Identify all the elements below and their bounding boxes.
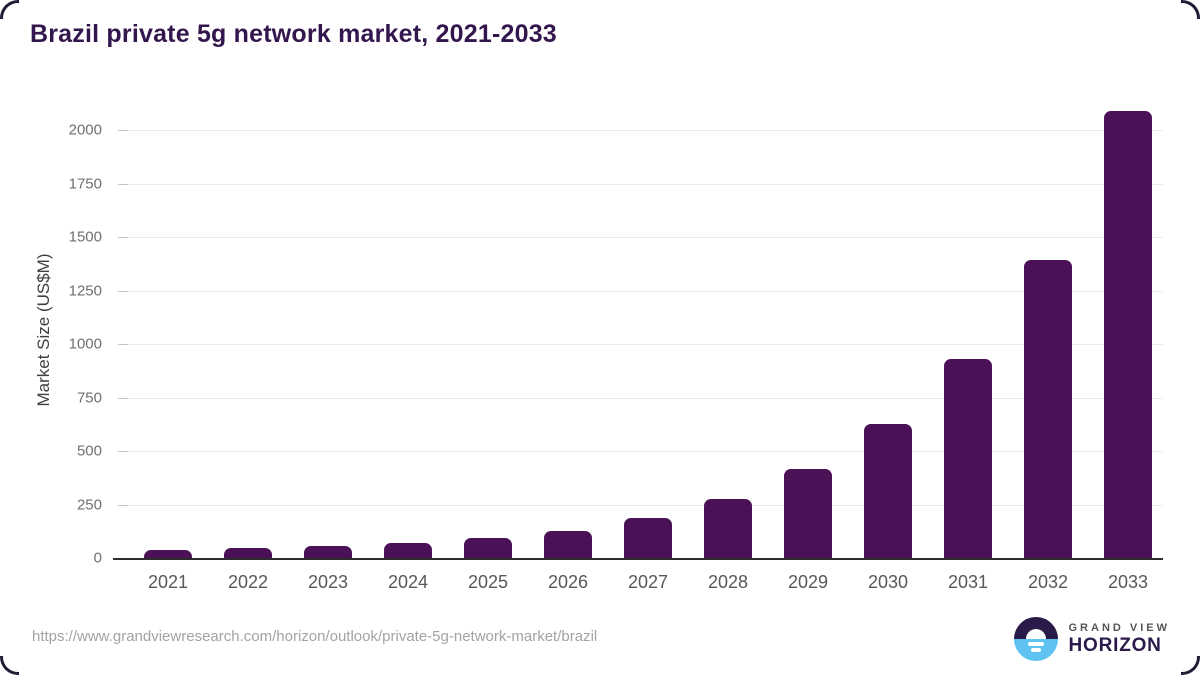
bar-2026 [544,530,592,558]
logo-grand-view-label: GRAND VIEW [1068,622,1170,634]
y-tick-label-1500: 1500 [68,228,102,246]
logo-text: GRAND VIEW HORIZON [1069,621,1171,657]
bar-2030 [864,424,912,558]
bar-2021 [144,550,192,558]
y-tick-mark [118,344,128,345]
bar-2032 [1024,259,1072,558]
gridline-1500 [128,237,1163,238]
y-tick-label-1250: 1250 [68,282,102,299]
icon-reflection-line [1027,642,1044,646]
bar-2029 [784,469,832,558]
x-tick-label-2027: 2027 [627,572,669,592]
x-tick-label-2028: 2028 [707,572,749,592]
y-tick-label-2000: 2000 [68,121,102,139]
y-tick-label-250: 250 [76,496,102,513]
x-tick-label-2032: 2032 [1027,572,1069,592]
x-tick-label-2029: 2029 [787,572,829,592]
x-tick-label-2033: 2033 [1107,572,1149,592]
bar-2025 [464,538,512,558]
bar-2028 [704,499,752,558]
x-tick-label-2025: 2025 [467,572,509,592]
x-tick-label-2026: 2026 [547,572,589,592]
horizon-sun-icon [1013,617,1058,661]
y-tick-label-1000: 1000 [68,335,102,353]
y-tick-mark [118,397,128,399]
y-tick-mark [118,451,128,452]
gridline-250 [128,504,1163,506]
y-tick-mark [118,183,128,185]
y-tick-label-0: 0 [93,549,102,567]
y-tick-mark [118,130,128,131]
bar-2022 [224,548,272,558]
x-tick-label-2024: 2024 [387,572,429,592]
icon-sky-half [1013,617,1058,639]
bar-2033 [1104,111,1152,558]
y-tick-label-1750: 1750 [68,175,102,192]
x-tick-label-2023: 2023 [307,572,349,592]
x-axis-line [113,558,1163,560]
y-tick-label-750: 750 [76,389,102,406]
gridline-2000 [128,130,1163,131]
bar-2024 [384,543,432,558]
chart-title: Brazil private 5g network market, 2021-2… [30,20,557,48]
source-url: https://www.grandviewresearch.com/horizo… [32,628,598,645]
icon-reflection-line [1030,648,1041,652]
y-tick-label-500: 500 [76,442,102,460]
x-tick-label-2030: 2030 [867,572,909,592]
grand-view-horizon-logo: GRAND VIEW HORIZON [1013,617,1171,661]
y-tick-mark [118,290,128,292]
y-tick-mark [118,237,128,238]
gridline-1250 [128,290,1163,292]
bar-2031 [944,358,992,558]
bar-2027 [624,518,672,558]
gridline-1000 [128,344,1163,345]
logo-horizon-label: HORIZON [1068,635,1162,656]
icon-sun [1025,629,1046,639]
bar-2023 [304,546,352,558]
x-tick-label-2031: 2031 [947,572,989,592]
x-tick-label-2021: 2021 [147,572,189,592]
gridline-1750 [128,183,1163,185]
gridline-750 [128,397,1163,399]
gridline-500 [128,451,1163,452]
y-axis-title: Market Size (US$M) [34,253,53,407]
y-tick-mark [118,504,128,506]
x-tick-label-2022: 2022 [227,572,269,592]
